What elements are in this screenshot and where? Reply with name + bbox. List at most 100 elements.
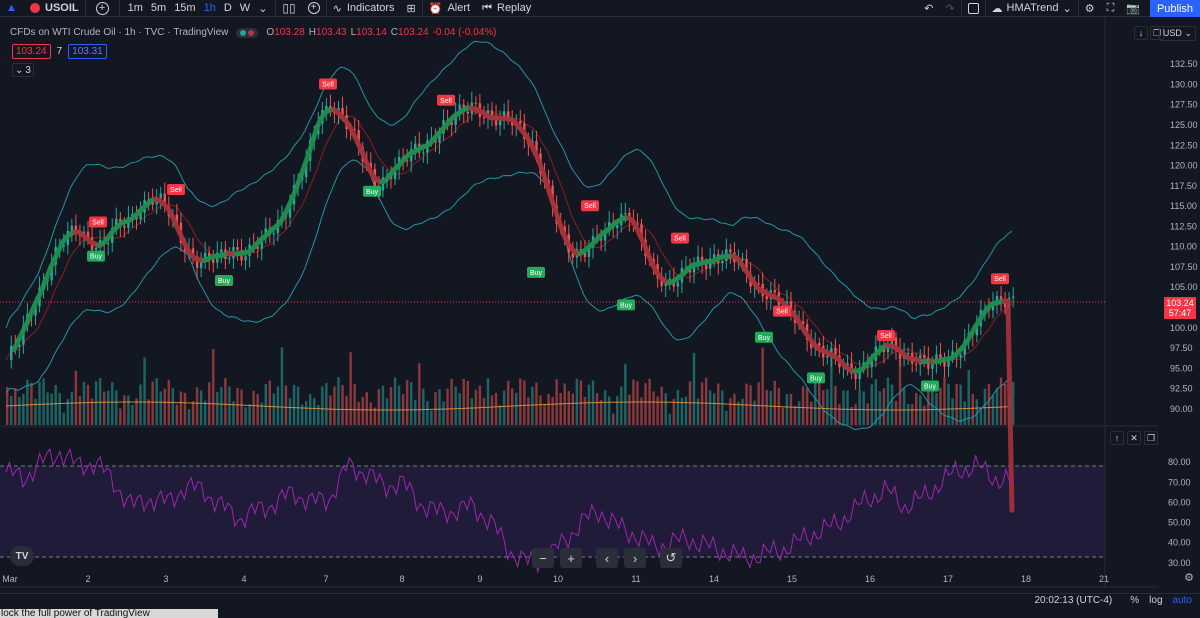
restore-pane-button[interactable]: ❐ (1150, 26, 1164, 40)
redo-button[interactable]: ↷ (939, 0, 960, 17)
volume-bar (987, 383, 991, 425)
zoom-in-button[interactable]: + (560, 548, 582, 568)
volume-bar (385, 398, 389, 425)
undo-button[interactable]: ↶ (918, 0, 939, 17)
volume-bar (313, 398, 316, 425)
percent-toggle[interactable]: % (1130, 595, 1140, 606)
candle-body (115, 218, 118, 229)
logo[interactable]: ▲ (6, 2, 17, 14)
candle-body (438, 133, 441, 143)
volume-bar (607, 396, 611, 425)
scroll-right-button[interactable]: › (624, 548, 646, 568)
buy-signal-badge (527, 266, 545, 278)
close-pane-button[interactable]: ✕ (1127, 431, 1141, 445)
volume-bar (317, 404, 320, 425)
volume-bar (78, 395, 82, 425)
promo-banner[interactable]: lock the full power of TradingView (0, 609, 218, 618)
maximize-pane-button[interactable]: ❐ (1144, 431, 1158, 445)
interval-d[interactable]: D (223, 2, 232, 14)
symbol-label: USOIL (45, 2, 79, 14)
interval-w[interactable]: W (239, 2, 251, 14)
candle-body (894, 337, 898, 349)
volume-bar (975, 399, 979, 425)
interval-1h[interactable]: 1h (203, 2, 216, 14)
candle-body (668, 278, 671, 281)
candle-body (745, 258, 748, 274)
candle-body (466, 111, 469, 114)
volume-bar (531, 386, 534, 425)
rsi-axis[interactable]: 80.00 70.00 60.00 50.00 40.00 30.00 (1168, 457, 1191, 568)
alert-button[interactable]: ⏰ Alert (421, 0, 476, 17)
volume-bar (422, 388, 425, 425)
volume-bar (107, 390, 110, 425)
legend-title[interactable]: CFDs on WTI Crude Oil (10, 27, 116, 38)
templates-button[interactable]: ⊞ (401, 0, 422, 17)
bollinger-upper (5, 40, 1013, 328)
buy-price-button[interactable]: 103.31 (68, 44, 107, 59)
settings-button[interactable]: ⚙ (1077, 0, 1101, 17)
layout-toggle[interactable] (960, 0, 985, 17)
volume-bar (543, 404, 546, 425)
indicators-button[interactable]: ∿ Indicators (325, 0, 401, 17)
hma-segment (1005, 298, 1015, 513)
currency-selector[interactable]: USD ⌄ (1158, 26, 1196, 41)
volume-bar (898, 356, 902, 425)
layout-name-button[interactable]: ☁ HMATrend ⌄ (984, 0, 1078, 17)
fullscreen-button[interactable]: ⛶ (1101, 0, 1121, 17)
clock[interactable]: 20:02:13 (UTC-4) (1034, 595, 1113, 606)
close-key: C (390, 27, 398, 38)
compare-symbol-button[interactable]: + (302, 0, 326, 17)
volume-bar (381, 385, 385, 425)
interval-15m[interactable]: 15m (174, 2, 196, 14)
replay-button[interactable]: ⏮ Replay (476, 0, 537, 17)
volume-bar (713, 393, 716, 425)
volume-bar (482, 398, 486, 425)
time-axis-settings-button[interactable]: ⚙ (1184, 571, 1194, 584)
volume-bar (854, 404, 857, 425)
volume-bar (741, 398, 744, 425)
snapshot-button[interactable]: 📷 (1120, 0, 1146, 17)
volume-bar (814, 382, 817, 425)
volume-bar (991, 395, 995, 425)
volume-bar (462, 379, 465, 425)
chart-canvas[interactable]: 132.50 130.00 127.50 125.00 122.50 120.00 117.… (0, 17, 1200, 593)
volume-bar (708, 390, 712, 425)
scroll-to-bottom-button[interactable]: ↓ (1134, 26, 1148, 40)
chart-type-button[interactable]: ▯▯ (275, 0, 301, 17)
sell-price-button[interactable]: 103.24 (12, 44, 51, 59)
volume-bar (361, 397, 364, 425)
interval-5m[interactable]: 5m (150, 2, 167, 14)
volume-bar (947, 383, 950, 425)
chevron-right-icon: › (632, 550, 638, 566)
symbol-search[interactable]: USOIL (24, 0, 85, 17)
compare-button[interactable]: + (84, 0, 119, 17)
log-toggle[interactable]: log (1149, 595, 1163, 606)
reset-chart-button[interactable]: ↺ (660, 548, 682, 568)
volume-bar (858, 389, 861, 425)
gear-icon: ⚙ (1184, 572, 1194, 584)
buy-signal-badge (921, 380, 939, 392)
candle-body (163, 193, 166, 207)
chevron-down-icon[interactable]: ⌄ (258, 2, 268, 15)
tradingview-logo[interactable]: TV (10, 546, 34, 566)
scroll-left-button[interactable]: ‹ (596, 548, 618, 568)
collapse-indicators-button[interactable]: ⌄ 3 (12, 63, 34, 77)
volume-bar (212, 349, 215, 425)
auto-toggle[interactable]: auto (1172, 595, 1192, 606)
volume-bar (139, 384, 142, 425)
volume-bar (789, 393, 793, 425)
legend-sep: · (164, 27, 174, 38)
volume-bar (967, 370, 970, 425)
time-axis[interactable]: Mar 2 3 4 7 8 9 10 11 14 15 16 17 18 21 (2, 574, 1109, 584)
volume-bar (878, 391, 882, 425)
zoom-out-button[interactable]: − (532, 548, 554, 568)
publish-button[interactable]: Publish (1150, 0, 1200, 17)
interval-1m[interactable]: 1m (127, 2, 143, 14)
volume-bar (66, 399, 70, 425)
price-axis[interactable]: 132.50 130.00 127.50 125.00 122.50 120.00 117.… (1170, 59, 1198, 414)
volume-bar (704, 377, 708, 425)
volume-bar (519, 378, 522, 425)
visibility-toggle-icon[interactable] (236, 27, 259, 38)
volume-bar (240, 389, 243, 425)
move-pane-up-button[interactable]: ↑ (1110, 431, 1124, 445)
